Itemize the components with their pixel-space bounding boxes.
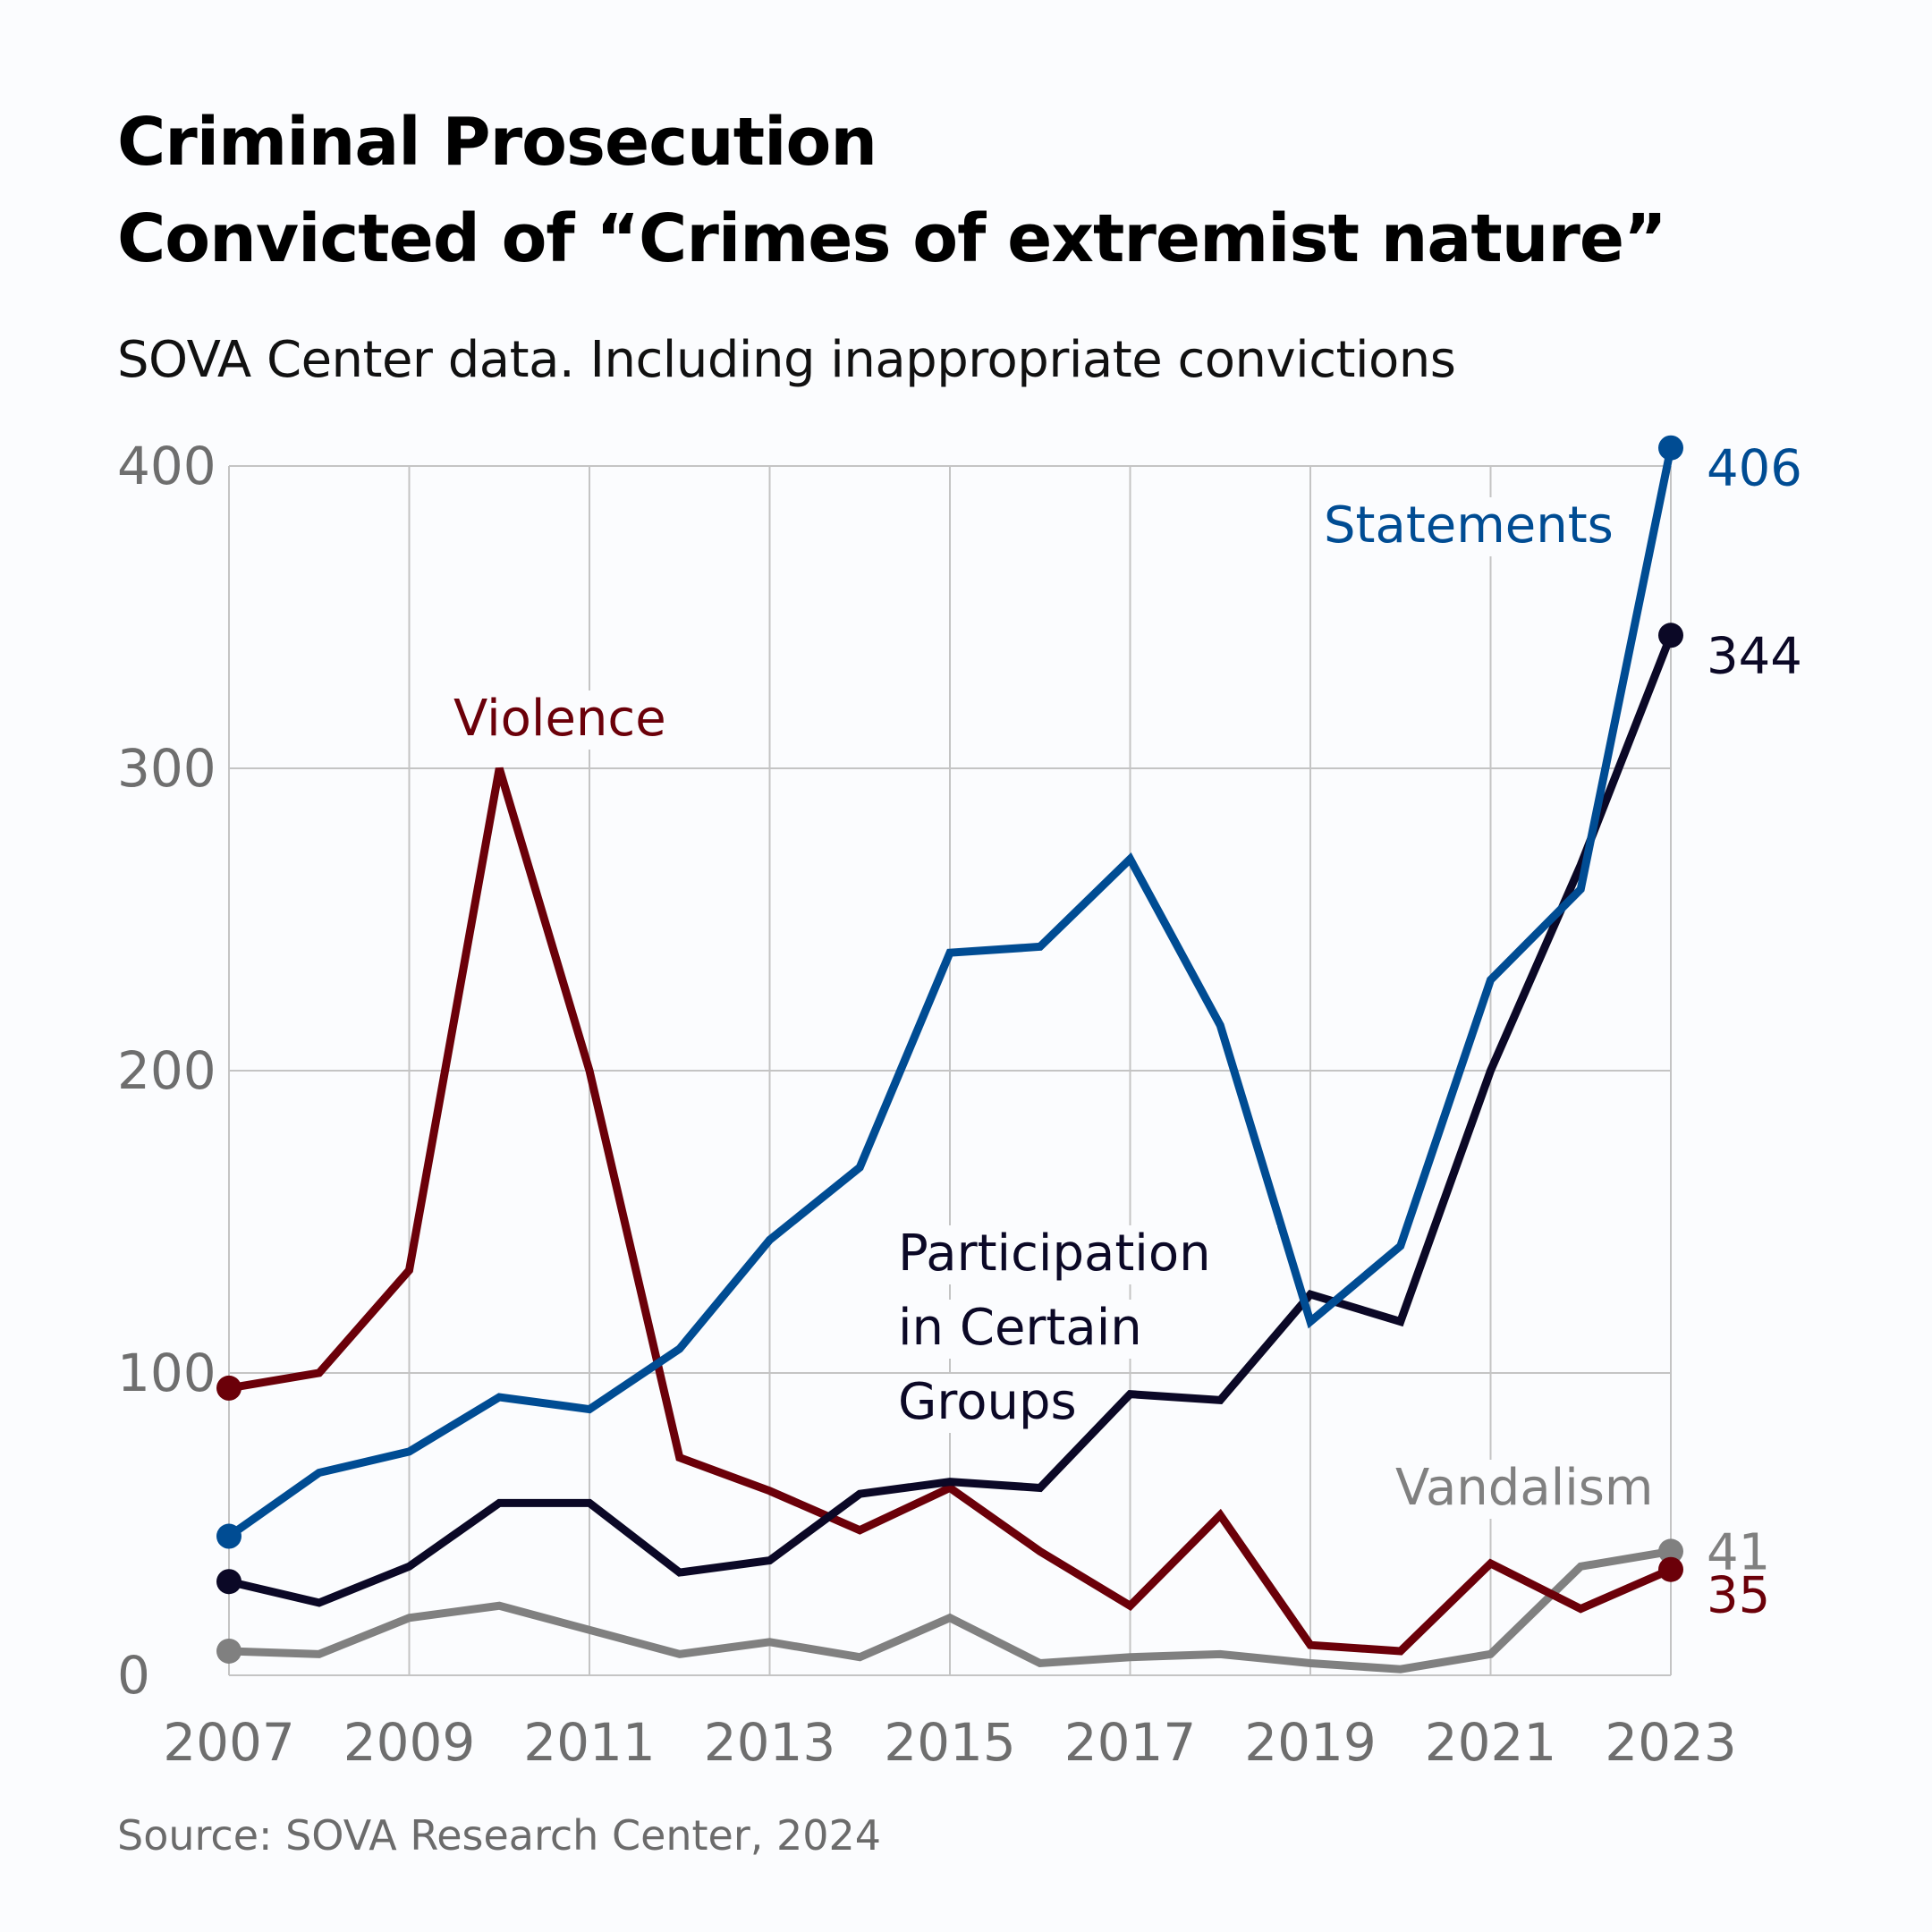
y-tick-label: 0: [117, 1645, 150, 1706]
series-line-0: [228, 767, 1673, 1656]
y-tick-label: 200: [117, 1040, 216, 1101]
series-label-violence: Violence: [453, 690, 666, 748]
series-label-participation-in-certain-groups: in Certain: [898, 1299, 1142, 1357]
label-bg: [891, 1374, 1077, 1433]
source-note: Source: SOVA Research Center, 2024: [117, 1811, 882, 1860]
end-marker: [1658, 623, 1683, 648]
series-label-participation-in-certain-groups: Participation: [898, 1224, 1211, 1283]
series-line-1: [226, 446, 1675, 1540]
series-line-3: [228, 1546, 1672, 1674]
y-axis-ticks: 0 100 200 300 400: [117, 436, 216, 1706]
x-tick-label: 2013: [704, 1712, 836, 1773]
x-tick-label: 2019: [1244, 1712, 1377, 1773]
end-value-label: 406: [1707, 440, 1802, 498]
label-bg: [446, 691, 690, 750]
start-marker: [216, 1375, 242, 1401]
x-tick-label: 2007: [163, 1712, 295, 1773]
chart-subtitle: SOVA Center data. Including inappropriat…: [117, 331, 1456, 389]
end-marker: [1658, 1538, 1683, 1564]
series-lines: [216, 435, 1683, 1674]
x-tick-label: 2021: [1425, 1712, 1557, 1773]
x-tick-label: 2023: [1605, 1712, 1737, 1773]
end-value-label: 35: [1707, 1567, 1770, 1625]
series-label-vandalism: Vandalism: [1395, 1459, 1653, 1517]
series-label-participation-in-certain-groups: Groups: [898, 1373, 1077, 1431]
end-value-label: 344: [1707, 627, 1802, 685]
chart-title-line1: Criminal Prosecution: [117, 104, 877, 181]
x-tick-label: 2017: [1064, 1712, 1197, 1773]
y-tick-label: 100: [117, 1343, 216, 1403]
start-marker: [216, 1569, 242, 1595]
end-value-label: 41: [1707, 1523, 1770, 1581]
label-bg: [1388, 1460, 1660, 1519]
label-bg: [1317, 497, 1617, 556]
y-tick-label: 300: [117, 738, 216, 799]
series-line-2: [227, 633, 1675, 1607]
end-marker: [1658, 435, 1683, 461]
x-tick-label: 2009: [343, 1712, 476, 1773]
label-bg: [891, 1225, 1277, 1284]
x-tick-label: 2015: [884, 1712, 1016, 1773]
x-axis-ticks: 2007 2009 2011 2013 2015 2017 2019 2021 2023: [163, 1712, 1737, 1773]
x-tick-label: 2011: [523, 1712, 656, 1773]
chart-title-line2: Convicted of “Crimes of extremist nature…: [117, 200, 1667, 277]
start-marker: [216, 1638, 242, 1664]
end-marker: [1658, 1556, 1683, 1582]
series-label-statements: Statements: [1324, 496, 1614, 555]
label-bg: [891, 1300, 1191, 1359]
y-tick-label: 400: [117, 436, 216, 496]
start-marker: [216, 1523, 242, 1549]
